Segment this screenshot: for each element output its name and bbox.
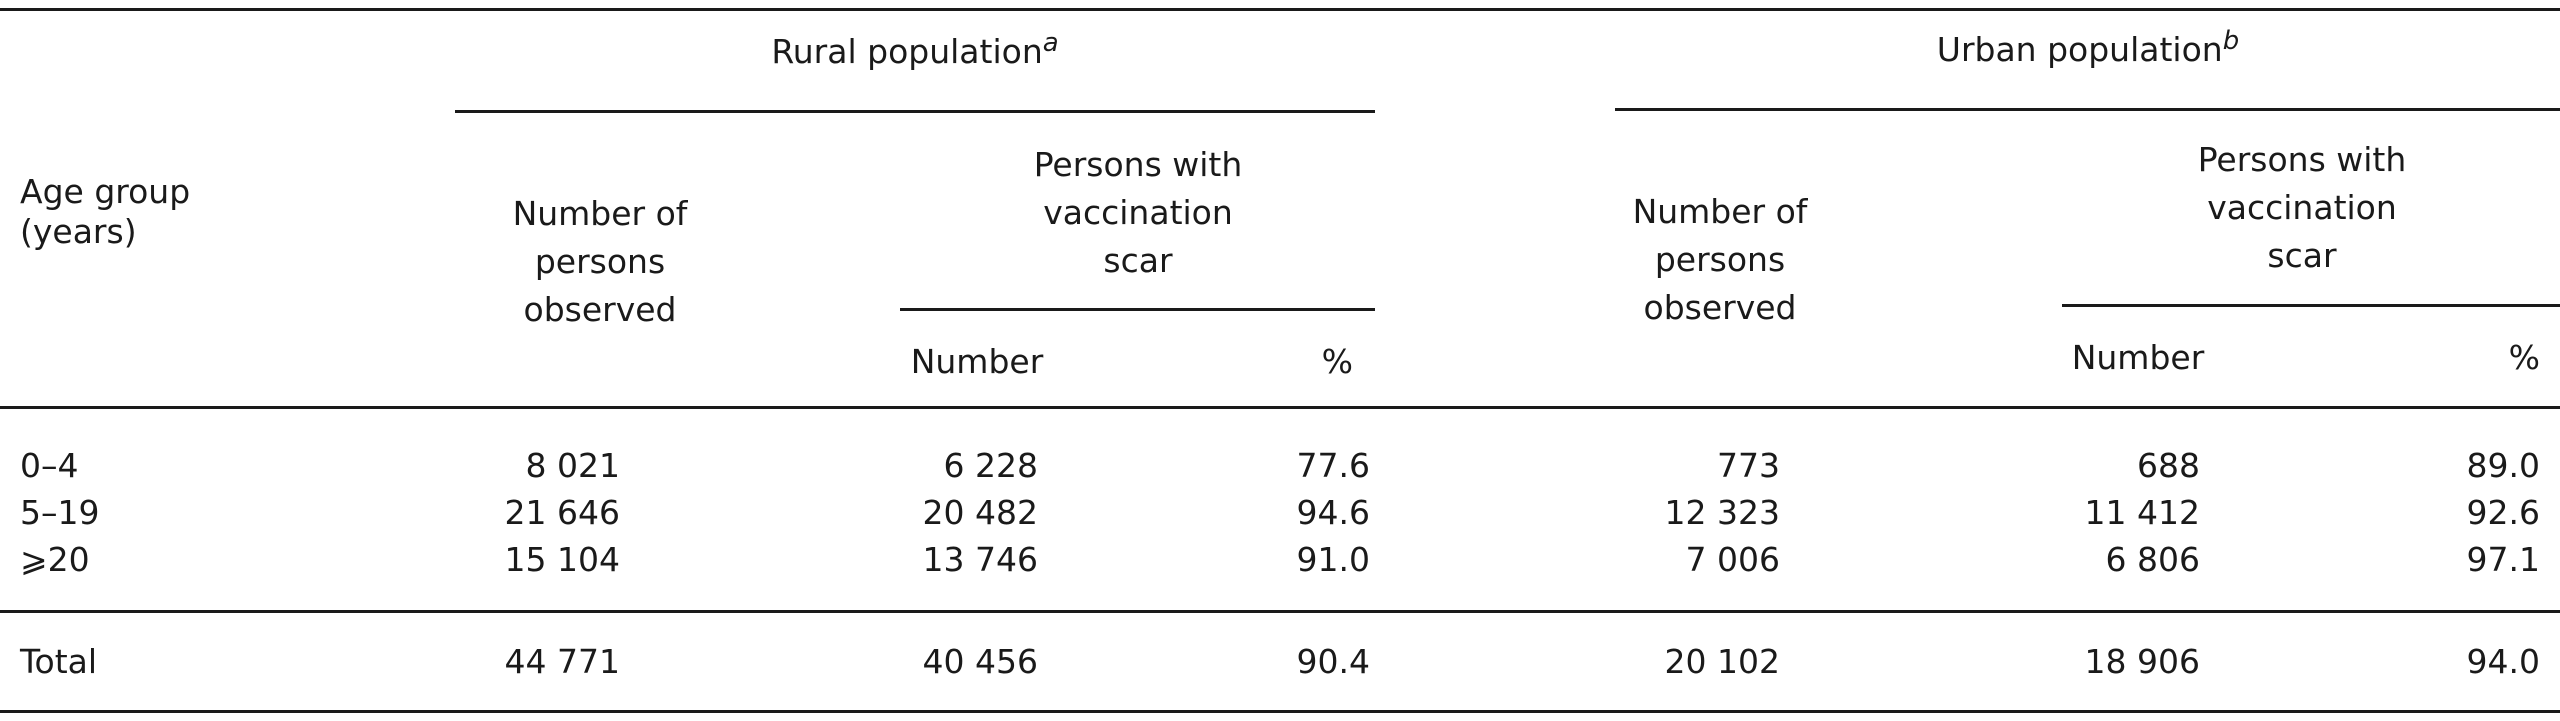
rural-observed-total: 44 771	[504, 642, 620, 681]
urban-scar-rule	[2062, 304, 2560, 307]
urban-number-header: Number	[2071, 338, 2205, 377]
urban-observed-header: Number of persons observed	[1632, 192, 1808, 327]
rural-percent-total: 90.4	[1296, 642, 1370, 681]
urban-number-cell: 6 806	[2105, 540, 2200, 579]
rural-number-total: 40 456	[922, 642, 1038, 681]
age-cell: ⩾20	[20, 540, 90, 579]
urban-number-cell: 11 412	[2084, 493, 2200, 532]
age-cell: 0–4	[20, 446, 79, 485]
rural-number-cell: 6 228	[943, 446, 1038, 485]
urban-group-header: Urban populationb	[1936, 26, 2240, 69]
urban-percent-total: 94.0	[2466, 642, 2540, 681]
rural-with-scar-header: Persons with vaccination scar	[1033, 145, 1243, 280]
bottom-rule	[0, 710, 2560, 713]
rural-group-header: Rural populationa	[771, 28, 1059, 71]
urban-percent-cell: 89.0	[2466, 446, 2540, 485]
urban-percent-header: %	[2508, 338, 2540, 377]
rural-percent-cell: 94.6	[1296, 493, 1370, 532]
rural-percent-header: %	[1321, 342, 1353, 381]
urban-observed-cell: 12 323	[1664, 493, 1780, 532]
top-rule	[0, 8, 2560, 11]
total-label: Total	[20, 642, 98, 681]
rural-footnote-marker: a	[1042, 28, 1059, 58]
rural-observed-cell: 15 104	[504, 540, 620, 579]
urban-number-total: 18 906	[2084, 642, 2200, 681]
rural-percent-cell: 77.6	[1296, 446, 1370, 485]
urban-observed-total: 20 102	[1664, 642, 1780, 681]
rural-number-cell: 13 746	[922, 540, 1038, 579]
age-group-header: Age group (years)	[20, 172, 191, 251]
urban-footnote-marker: b	[2222, 26, 2240, 56]
rural-observed-header: Number of persons observed	[512, 194, 688, 329]
urban-percent-cell: 92.6	[2466, 493, 2540, 532]
rural-scar-rule	[900, 308, 1375, 311]
rural-observed-cell: 21 646	[504, 493, 620, 532]
rural-group-rule	[455, 110, 1375, 113]
rural-percent-cell: 91.0	[1296, 540, 1370, 579]
urban-number-cell: 688	[2137, 446, 2200, 485]
total-top-rule	[0, 610, 2560, 613]
urban-observed-cell: 7 006	[1685, 540, 1780, 579]
rural-observed-cell: 8 021	[525, 446, 620, 485]
urban-observed-cell: 773	[1717, 446, 1780, 485]
rural-number-header: Number	[910, 342, 1044, 381]
age-cell: 5–19	[20, 493, 100, 532]
header-bottom-rule	[0, 406, 2560, 409]
rural-number-cell: 20 482	[922, 493, 1038, 532]
urban-group-rule	[1615, 108, 2560, 111]
urban-percent-cell: 97.1	[2466, 540, 2540, 579]
urban-with-scar-header: Persons with vaccination scar	[2197, 140, 2407, 275]
